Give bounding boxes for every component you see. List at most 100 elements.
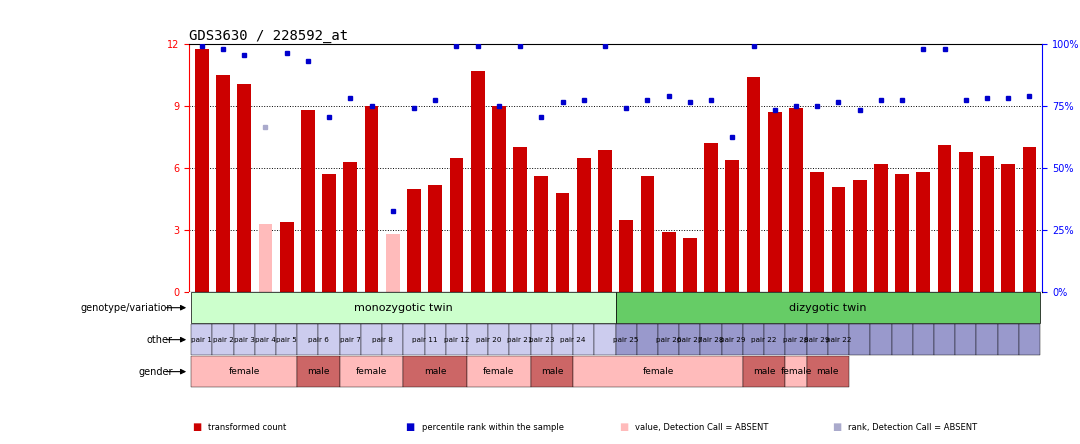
Bar <box>449 158 463 292</box>
Text: pair 23: pair 23 <box>528 337 554 343</box>
Text: male: male <box>307 367 329 376</box>
Bar <box>535 176 549 292</box>
Text: pair 24: pair 24 <box>561 337 586 343</box>
Bar <box>662 232 676 292</box>
Bar <box>577 158 591 292</box>
Text: pair 22: pair 22 <box>826 337 851 343</box>
Bar <box>213 324 233 355</box>
Text: pair 12: pair 12 <box>444 337 469 343</box>
Bar <box>340 324 361 355</box>
Text: pair 29: pair 29 <box>805 337 829 343</box>
Bar <box>807 324 828 355</box>
Bar <box>683 238 697 292</box>
Bar <box>280 222 294 292</box>
Bar <box>743 356 785 387</box>
Bar <box>510 324 530 355</box>
Bar <box>785 356 807 387</box>
Text: ■: ■ <box>192 422 202 432</box>
Text: male: male <box>541 367 563 376</box>
Bar <box>955 324 976 355</box>
Bar <box>530 356 573 387</box>
Bar <box>598 150 612 292</box>
Bar <box>616 324 637 355</box>
Bar <box>640 176 654 292</box>
Text: pair 27: pair 27 <box>677 337 703 343</box>
Bar <box>1023 147 1037 292</box>
Bar <box>276 324 297 355</box>
Text: gender: gender <box>138 367 173 377</box>
Text: pair 8: pair 8 <box>372 337 392 343</box>
Bar <box>832 186 846 292</box>
Bar <box>810 172 824 292</box>
Bar <box>555 193 569 292</box>
Text: pair 21: pair 21 <box>508 337 532 343</box>
Bar <box>785 324 807 355</box>
Bar <box>319 324 340 355</box>
Bar <box>704 143 718 292</box>
Bar <box>429 185 442 292</box>
Bar <box>467 356 530 387</box>
Bar <box>365 106 378 292</box>
Bar <box>895 174 909 292</box>
Bar <box>403 356 467 387</box>
Bar <box>513 147 527 292</box>
Text: female: female <box>229 367 260 376</box>
Text: pair 2: pair 2 <box>213 337 233 343</box>
Bar <box>386 234 400 292</box>
Text: transformed count: transformed count <box>208 423 286 432</box>
Text: male: male <box>753 367 775 376</box>
Bar <box>891 324 913 355</box>
Text: pair 29: pair 29 <box>719 337 745 343</box>
Bar <box>913 324 934 355</box>
Text: female: female <box>643 367 674 376</box>
Bar <box>594 324 616 355</box>
Text: male: male <box>816 367 839 376</box>
Text: pair 28: pair 28 <box>699 337 724 343</box>
Text: pair 6: pair 6 <box>308 337 329 343</box>
Bar <box>191 324 213 355</box>
Text: dizygotic twin: dizygotic twin <box>789 303 866 313</box>
Bar <box>998 324 1018 355</box>
Text: pair 22: pair 22 <box>752 337 777 343</box>
Bar <box>934 324 955 355</box>
Bar <box>233 324 255 355</box>
Bar <box>807 356 849 387</box>
Bar <box>616 292 1040 323</box>
Bar <box>726 160 739 292</box>
Bar <box>255 324 276 355</box>
Bar <box>789 108 802 292</box>
Text: ■: ■ <box>833 422 841 432</box>
Text: genotype/variation: genotype/variation <box>80 303 173 313</box>
Bar <box>343 162 357 292</box>
Text: GDS3630 / 228592_at: GDS3630 / 228592_at <box>189 29 348 44</box>
Text: male: male <box>424 367 446 376</box>
Bar <box>467 324 488 355</box>
Text: other: other <box>147 335 173 345</box>
Bar <box>194 48 208 292</box>
Bar <box>1018 324 1040 355</box>
Bar <box>297 324 319 355</box>
Bar <box>191 356 297 387</box>
Bar <box>849 324 870 355</box>
Bar <box>407 189 421 292</box>
Text: pair 20: pair 20 <box>475 337 501 343</box>
Bar <box>530 324 552 355</box>
Bar <box>917 172 930 292</box>
Text: ■: ■ <box>619 422 629 432</box>
Bar <box>721 324 743 355</box>
Bar <box>619 220 633 292</box>
Text: pair 11: pair 11 <box>411 337 437 343</box>
Text: rank, Detection Call = ABSENT: rank, Detection Call = ABSENT <box>849 423 977 432</box>
Text: pair 26: pair 26 <box>656 337 681 343</box>
Bar <box>492 106 505 292</box>
Bar <box>874 164 888 292</box>
Bar <box>471 71 485 292</box>
Bar <box>238 83 251 292</box>
Text: female: female <box>483 367 514 376</box>
Bar <box>403 324 424 355</box>
Bar <box>637 324 658 355</box>
Bar <box>191 292 616 323</box>
Bar <box>301 111 314 292</box>
Text: pair 7: pair 7 <box>340 337 361 343</box>
Bar <box>216 75 230 292</box>
